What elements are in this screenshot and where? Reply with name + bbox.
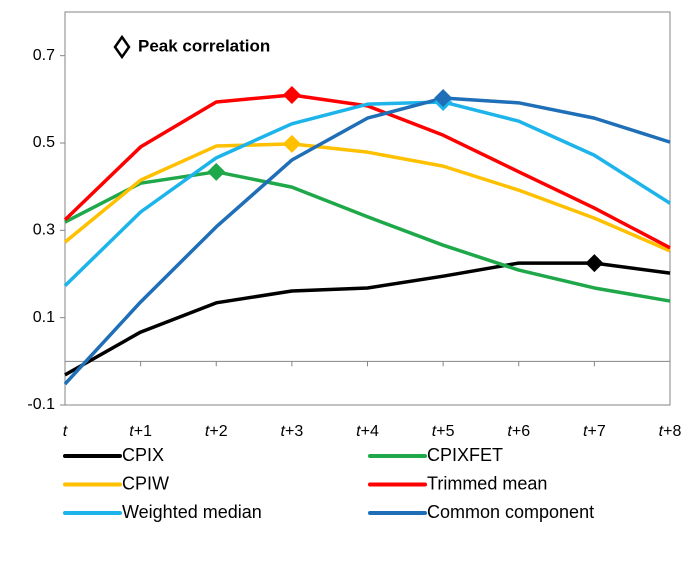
annotation: Peak correlation [138, 36, 270, 55]
peak-marker [282, 85, 301, 104]
x-tick-label: t+7 [583, 423, 606, 440]
peak-marker [207, 162, 226, 181]
legend-label: Common component [427, 502, 594, 522]
x-tick-label: t+2 [205, 423, 228, 440]
series-line [63, 96, 671, 386]
peak-marker [434, 89, 453, 108]
series-line [64, 261, 671, 377]
legend-label: Weighted median [122, 502, 262, 522]
x-tick-label: t+4 [356, 423, 379, 440]
legend-label: CPIW [122, 473, 169, 493]
x-tick-label: t+6 [507, 423, 530, 440]
series-line [63, 142, 671, 253]
plot-area [64, 11, 671, 406]
legend-label: CPIX [122, 445, 164, 465]
x-tick-label: t+8 [659, 423, 682, 440]
y-tick-label: 0.3 [33, 222, 55, 239]
series-line [64, 170, 671, 303]
y-tick-label: 0.7 [33, 47, 55, 64]
x-tick-label: t+1 [129, 423, 152, 440]
peak-marker [282, 134, 301, 153]
x-tick-label: t+5 [432, 423, 455, 440]
x-tick-label: t [63, 423, 68, 440]
legend-label: Trimmed mean [427, 473, 547, 493]
series-line [63, 100, 671, 288]
legend-label: CPIXFET [427, 445, 503, 465]
annotation-icon [113, 34, 131, 60]
peak-marker [585, 254, 604, 273]
y-tick-label: 0.1 [33, 309, 55, 326]
y-tick-label: -0.1 [27, 396, 55, 413]
y-tick-label: 0.5 [33, 134, 55, 151]
x-tick-label: t+3 [281, 423, 304, 440]
